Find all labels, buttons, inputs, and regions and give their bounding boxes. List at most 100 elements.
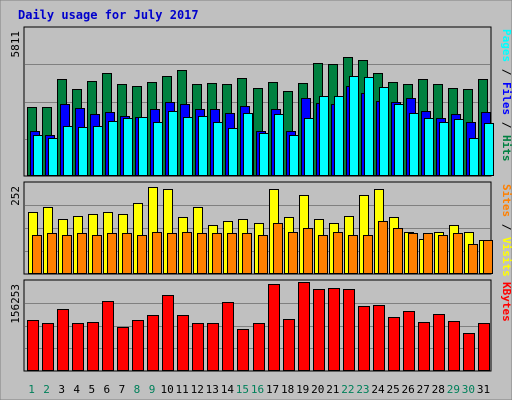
x-tick-label-day-11: 11 [176, 383, 189, 396]
y-axis-series-label: KBytes [500, 282, 512, 322]
bar-pages-day-28 [439, 122, 449, 176]
bar-pages-day-12 [198, 116, 208, 176]
bar-kbytes-day-3 [57, 309, 69, 371]
bar-kbytes-day-11 [177, 315, 189, 371]
bar-pages-day-21 [334, 96, 344, 176]
x-tick-label-day-15: 15 [236, 383, 249, 396]
series-kbytes [27, 282, 490, 371]
bar-kbytes-day-16 [253, 323, 265, 371]
bar-kbytes-day-29 [448, 321, 460, 371]
series-label-separator: / [500, 217, 512, 237]
bar-sites-day-22 [348, 235, 358, 274]
bar-sites-day-19 [303, 228, 313, 274]
bar-sites-day-18 [288, 232, 298, 274]
bar-sites-day-13 [212, 233, 222, 274]
x-tick-label-day-24: 24 [371, 383, 385, 396]
bar-pages-day-20 [319, 96, 329, 176]
series-label-separator: / [500, 62, 512, 82]
bar-pages-day-19 [304, 118, 314, 176]
bar-sites-day-21 [333, 232, 343, 274]
bar-kbytes-day-23 [358, 306, 370, 371]
x-tick-label-day-26: 26 [402, 383, 415, 396]
x-tick-label-day-27: 27 [417, 383, 430, 396]
x-tick-label-day-2: 2 [43, 383, 50, 396]
panel-kbytes: 156253 KBytes [9, 279, 512, 372]
bar-pages-day-4 [78, 127, 88, 176]
bar-kbytes-day-19 [298, 282, 310, 371]
bar-pages-day-9 [153, 122, 163, 176]
bar-kbytes-day-15 [237, 329, 249, 371]
bar-kbytes-day-12 [192, 323, 204, 371]
x-tick-label-day-19: 19 [296, 383, 309, 396]
bar-pages-day-17 [274, 114, 284, 176]
bar-pages-day-2 [48, 138, 58, 176]
bar-pages-day-30 [469, 138, 479, 176]
series-label-kbytes: KBytes [500, 282, 512, 322]
y-axis-max-label: 156253 [9, 284, 22, 324]
bar-sites-day-2 [47, 233, 57, 274]
bar-sites-day-17 [273, 223, 283, 274]
bar-pages-day-29 [454, 119, 464, 176]
x-tick-label-day-13: 13 [206, 383, 219, 396]
bar-pages-day-25 [394, 104, 404, 176]
series-label-pages: Pages [500, 29, 512, 62]
x-tick-label-day-29: 29 [447, 383, 460, 396]
bar-sites-day-20 [318, 235, 328, 274]
bar-kbytes-day-22 [343, 289, 355, 371]
x-tick-label-day-5: 5 [88, 383, 95, 396]
bar-pages-day-11 [183, 117, 193, 176]
bar-kbytes-day-26 [403, 311, 415, 371]
series-label-hits: Hits [500, 135, 512, 162]
series-label-separator: / [500, 115, 512, 135]
bar-pages-day-27 [424, 118, 434, 176]
x-tick-label-day-18: 18 [281, 383, 294, 396]
bar-sites-day-24 [378, 221, 388, 274]
x-tick-label-day-8: 8 [134, 383, 141, 396]
bar-kbytes-day-24 [373, 305, 385, 371]
bar-sites-day-11 [182, 232, 192, 274]
x-tick-label-day-3: 3 [58, 383, 65, 396]
panel-visits-sites: 252 Sites / Visits [9, 181, 512, 277]
bar-kbytes-day-9 [147, 315, 159, 371]
x-tick-label-day-10: 10 [160, 383, 173, 396]
bar-pages-day-23 [364, 77, 374, 176]
bar-kbytes-day-20 [313, 289, 325, 371]
bar-sites-day-9 [152, 232, 162, 274]
bar-kbytes-day-31 [478, 323, 490, 371]
x-tick-label-day-16: 16 [251, 383, 264, 396]
series-sites [32, 221, 493, 274]
x-tick-label-day-22: 22 [341, 383, 354, 396]
bar-kbytes-day-17 [268, 284, 280, 371]
bar-pages-day-18 [289, 135, 299, 176]
bar-sites-day-5 [92, 235, 102, 274]
series-pages [33, 76, 494, 176]
bar-sites-day-27 [423, 233, 433, 274]
series-label-sites: Sites [500, 184, 512, 217]
bar-sites-day-10 [167, 233, 177, 274]
x-tick-label-day-4: 4 [73, 383, 80, 396]
bar-sites-day-4 [77, 233, 87, 274]
x-tick-label-day-30: 30 [462, 383, 475, 396]
bar-pages-day-10 [168, 111, 178, 176]
chart-panels: 5811 Pages / Files / Hits 252 Sites / Visit… [9, 26, 512, 372]
bar-pages-day-1 [33, 135, 43, 176]
x-axis-labels: 1 2 3 4 5 6 7 8 9 10 11 12 13 14 15 16 17 18 19 20 21 22 23 24 2… [28, 383, 490, 396]
x-tick-label-day-17: 17 [266, 383, 279, 396]
bar-kbytes-day-1 [27, 320, 39, 371]
y-axis-max-label: 5811 [9, 31, 22, 58]
bar-kbytes-day-5 [87, 322, 99, 371]
bar-sites-day-23 [363, 235, 373, 274]
bar-pages-day-8 [138, 117, 148, 176]
x-tick-label-day-31: 31 [477, 383, 490, 396]
chart-title: Daily usage for July 2017 [18, 8, 199, 22]
y-axis-max-label: 252 [9, 186, 22, 206]
bar-pages-day-7 [123, 118, 133, 176]
y-axis-series-label: Sites / Visits [500, 184, 512, 277]
x-tick-label-day-25: 25 [386, 383, 399, 396]
x-tick-label-day-23: 23 [356, 383, 369, 396]
bar-kbytes-day-25 [388, 317, 400, 371]
bar-sites-day-30 [468, 244, 478, 274]
bar-kbytes-day-30 [463, 333, 475, 371]
x-tick-label-day-21: 21 [326, 383, 339, 396]
